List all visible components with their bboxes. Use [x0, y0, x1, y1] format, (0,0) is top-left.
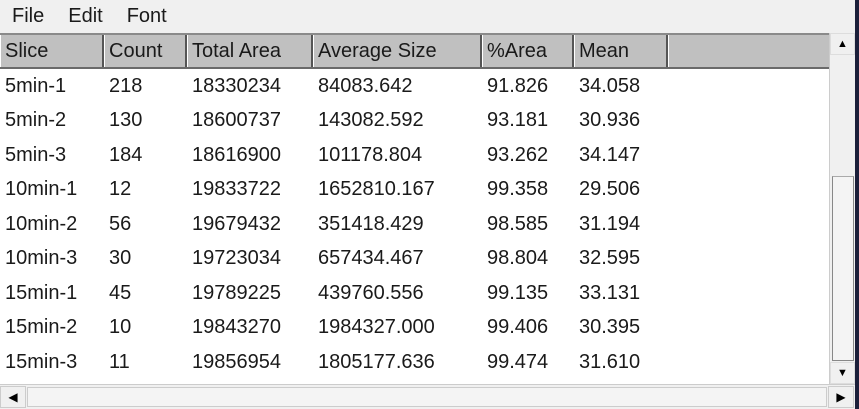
table-cell: 30.936: [579, 109, 641, 132]
table-cell: 1805177.636: [318, 350, 435, 373]
table-cell: 5min-2: [5, 109, 67, 132]
table-cell: 439760.556: [318, 281, 424, 304]
table-cell: 11: [109, 350, 130, 373]
table-cell: 29.506: [579, 178, 641, 201]
table-cell: 19833722: [192, 178, 281, 201]
menu-file[interactable]: File: [12, 5, 45, 27]
table-cell: 34.058: [579, 74, 641, 97]
table-cell: 18330234: [192, 74, 281, 97]
column-header[interactable]: Total Area: [187, 35, 313, 67]
arrow-right-icon[interactable]: ▶: [828, 386, 854, 408]
menu-bar: File Edit Font: [0, 0, 855, 33]
table-cell: 15min-1: [5, 281, 78, 304]
menu-edit[interactable]: Edit: [68, 5, 103, 27]
arrow-down-icon[interactable]: ▼: [830, 362, 855, 384]
table-row[interactable]: 10min-2 56 19679432 351418.429 98.585 31.194: [0, 207, 829, 242]
table-cell: 18600737: [192, 109, 281, 132]
table-row[interactable]: 5min-2 130 18600737 143082.592 93.181 30.936: [0, 104, 829, 139]
table-cell: 30.395: [579, 316, 641, 339]
table-cell: 19679432: [192, 212, 281, 235]
table-row[interactable]: 15min-2 10 19843270 1984327.000 99.406 30.395: [0, 311, 829, 346]
table-row[interactable]: 5min-1 218 18330234 84083.642 91.826 34.058: [0, 69, 829, 104]
table-cell: 12: [109, 178, 132, 201]
table-cell: 10min-1: [5, 178, 78, 201]
column-header[interactable]: Mean: [574, 35, 668, 67]
window-edge: [855, 0, 859, 409]
table-cell: 99.135: [487, 281, 549, 304]
table-cell: 184: [109, 143, 143, 166]
table-cell: 101178.804: [318, 143, 423, 166]
table-row[interactable]: 15min-1 45 19789225 439760.556 99.135 33.131: [0, 276, 829, 311]
table-cell: 657434.467: [318, 247, 424, 270]
table-cell: 143082.592: [318, 109, 424, 132]
table-row[interactable]: 5min-3 184 18616900 101178.804 93.262 34.147: [0, 138, 829, 173]
table-cell: 5min-3: [5, 143, 67, 166]
table-cell: 45: [109, 281, 132, 304]
table-cell: 98.804: [487, 247, 549, 270]
table-cell: 33.131: [579, 281, 641, 304]
table-cell: 30: [109, 247, 132, 270]
column-header[interactable]: %Area: [482, 35, 574, 67]
menu-font[interactable]: Font: [126, 5, 167, 27]
horizontal-scrollbar[interactable]: ◀ ▶: [0, 384, 855, 409]
table-cell: 10min-2: [5, 212, 78, 235]
table-cell: 99.474: [487, 350, 549, 373]
arrow-left-icon[interactable]: ◀: [0, 386, 26, 408]
table-row[interactable]: 15min-3 11 19856954 1805177.636 99.474 31.610: [0, 345, 829, 380]
table-cell: 31.610: [579, 350, 641, 373]
table-cell: 98.585: [487, 212, 549, 235]
table-cell: 19789225: [192, 281, 281, 304]
results-table[interactable]: 5min-1 218 18330234 84083.642 91.826 34.058 5m…: [0, 69, 829, 384]
vertical-scrollbar[interactable]: ▲ ▼: [829, 33, 855, 384]
table-cell: 218: [109, 74, 143, 97]
table-cell: 32.595: [579, 247, 641, 270]
table-row[interactable]: 10min-3 30 19723034 657434.467 98.804 32.595: [0, 242, 829, 277]
table-cell: 19723034: [192, 247, 281, 270]
table-cell: 130: [109, 109, 143, 132]
table-cell: 1652810.167: [318, 178, 435, 201]
table-cell: 99.406: [487, 316, 549, 339]
table-cell: 84083.642: [318, 74, 413, 97]
table-cell: 19843270: [192, 316, 281, 339]
table-cell: 1984327.000: [318, 316, 435, 339]
column-header[interactable]: Count: [104, 35, 187, 67]
table-cell: 56: [109, 212, 132, 235]
column-header-empty: [668, 35, 829, 67]
column-header[interactable]: Slice: [0, 35, 104, 67]
table-cell: 15min-3: [5, 350, 78, 373]
table-cell: 93.181: [487, 109, 549, 132]
table-cell: 10: [109, 316, 132, 339]
table-cell: 15min-2: [5, 316, 78, 339]
table-cell: 10min-3: [5, 247, 78, 270]
vertical-scroll-thumb[interactable]: [832, 176, 854, 361]
table-cell: 19856954: [192, 350, 281, 373]
horizontal-scroll-thumb[interactable]: [27, 387, 827, 407]
table-cell: 18616900: [192, 143, 281, 166]
table-cell: 351418.429: [318, 212, 424, 235]
column-header[interactable]: Average Size: [313, 35, 482, 67]
table-cell: 99.358: [487, 178, 549, 201]
table-cell: 31.194: [579, 212, 641, 235]
table-cell: 34.147: [579, 143, 641, 166]
table-cell: 91.826: [487, 74, 549, 97]
arrow-up-icon[interactable]: ▲: [830, 33, 855, 55]
table-cell: 5min-1: [5, 74, 67, 97]
table-header: Slice Count Total Area Average Size %Area Mea…: [0, 33, 829, 69]
table-row[interactable]: 10min-1 12 19833722 1652810.167 99.358 29.506: [0, 173, 829, 208]
table-cell: 93.262: [487, 143, 549, 166]
